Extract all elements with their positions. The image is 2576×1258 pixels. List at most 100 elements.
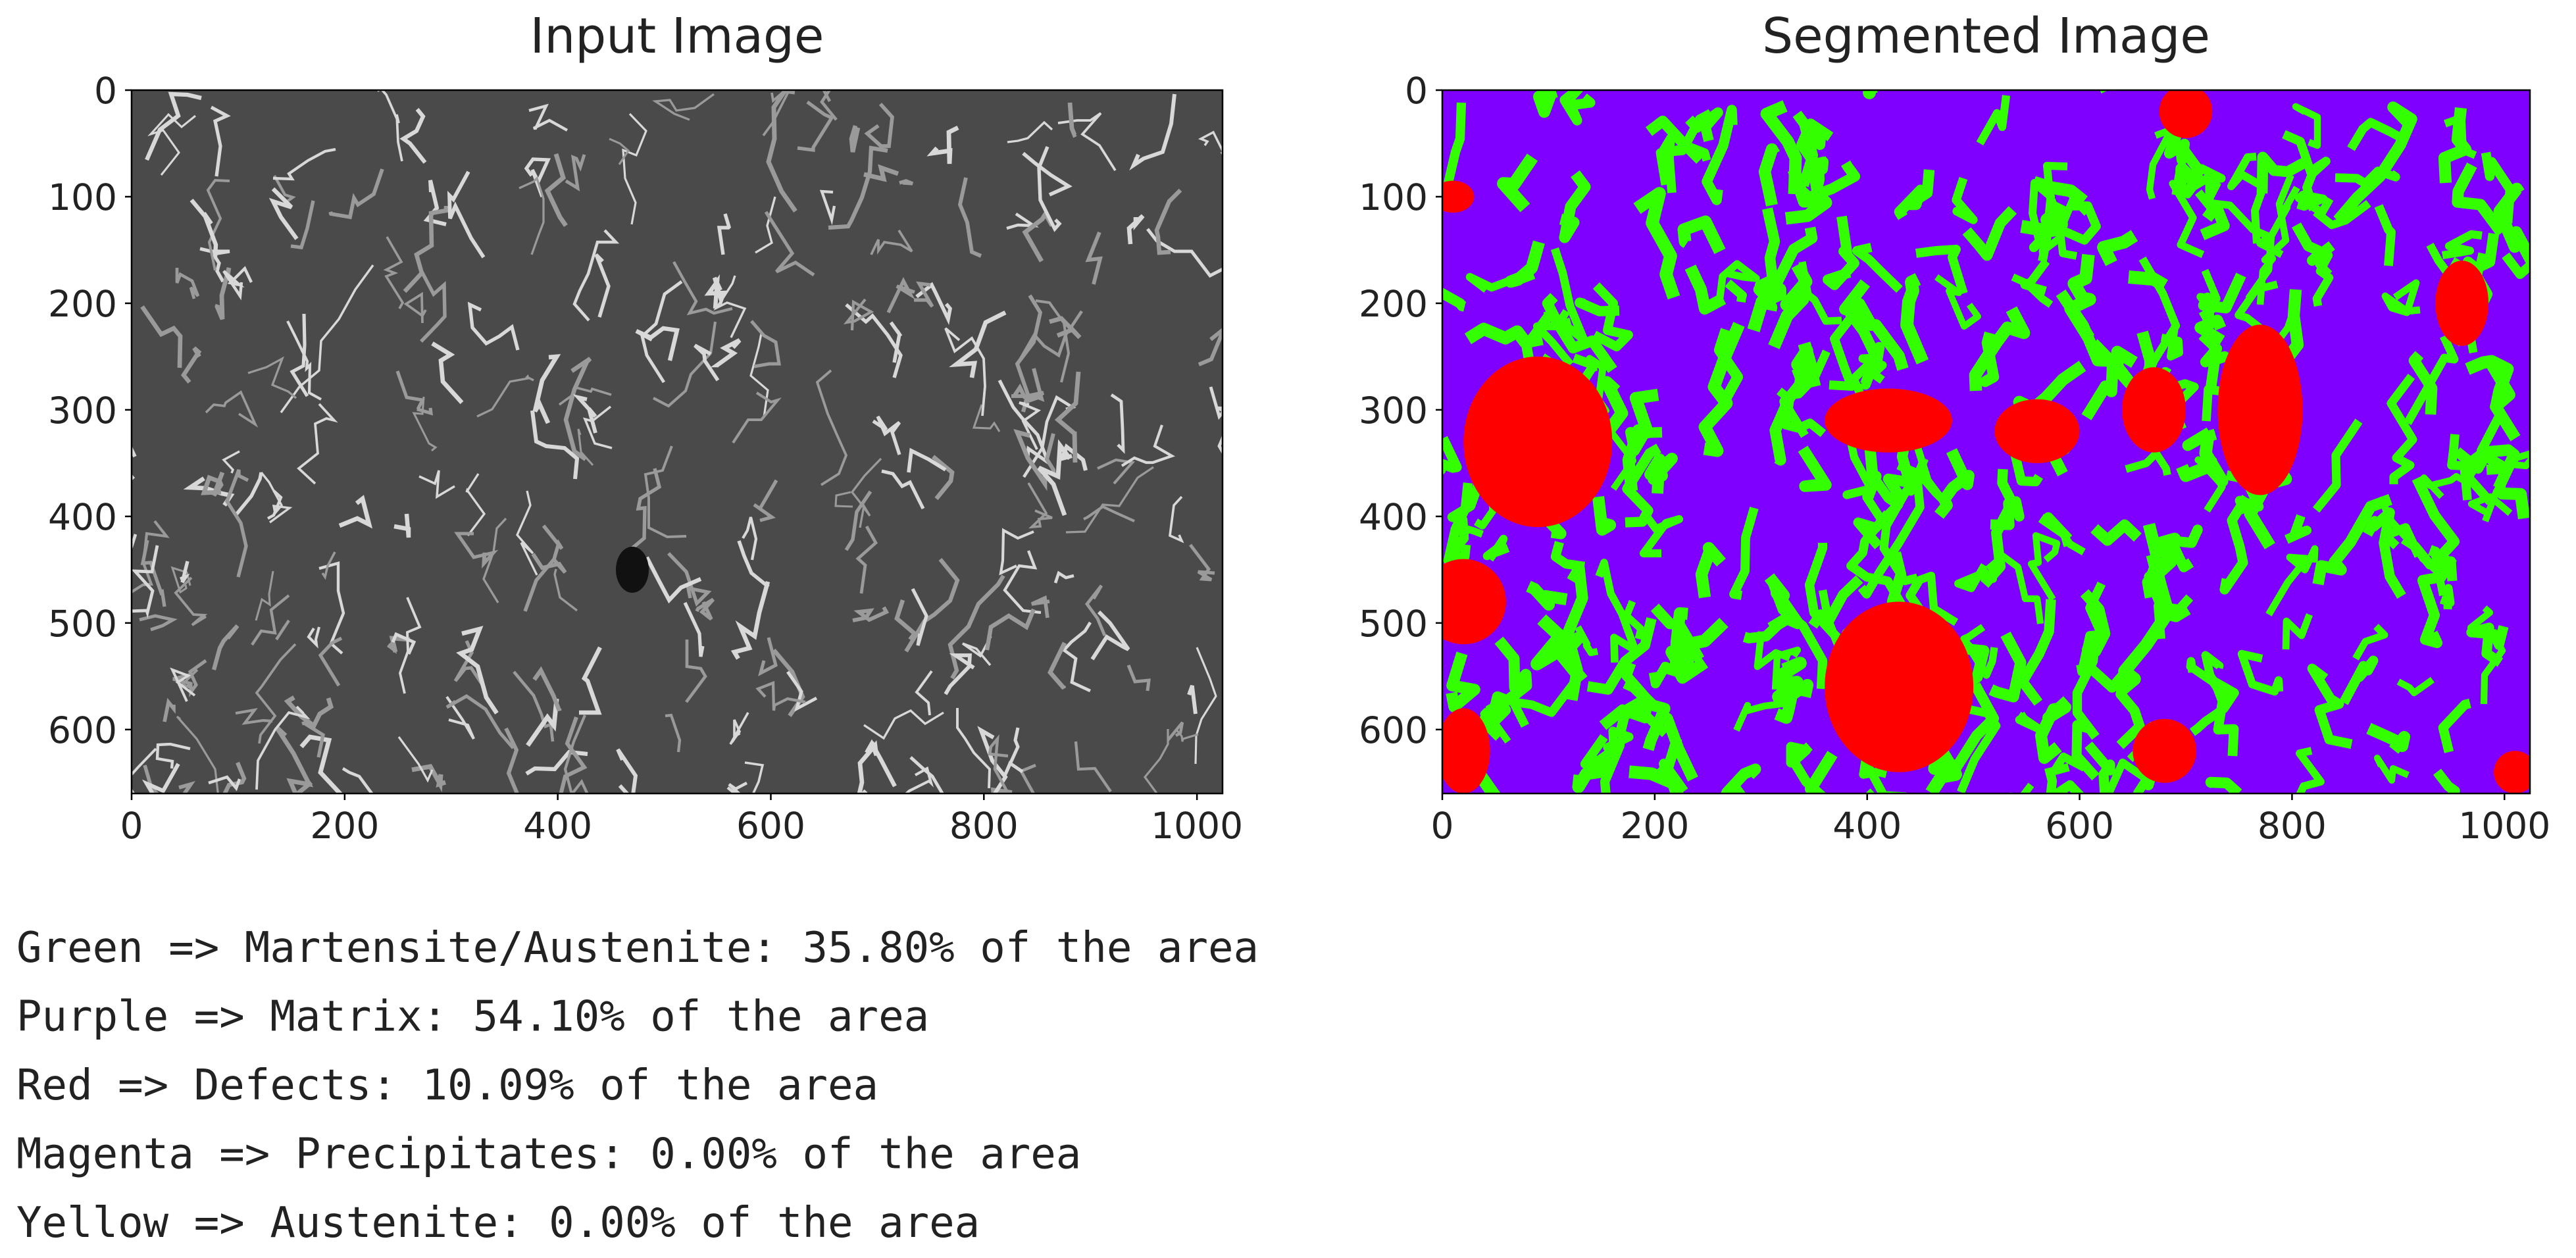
texture: [870, 230, 913, 255]
texture: [2312, 418, 2363, 513]
texture: [208, 775, 241, 792]
texture: [710, 338, 742, 368]
texture: [1934, 448, 1975, 519]
texture: [1792, 160, 1861, 203]
texture: [2347, 118, 2407, 151]
y-tick-label: 300: [48, 390, 117, 432]
texture: [2090, 519, 2142, 546]
texture: [141, 763, 180, 793]
x-tick-label: 800: [949, 805, 1019, 847]
texture: [251, 594, 290, 646]
texture: [255, 643, 297, 744]
texture: [1480, 691, 1511, 741]
texture: [750, 320, 781, 368]
texture: [1592, 495, 1617, 536]
texture: [730, 581, 770, 660]
texture: [532, 354, 561, 424]
texture: [2194, 314, 2227, 346]
texture: [1633, 187, 1680, 300]
texture: [1754, 207, 1780, 313]
y-tick-label: 100: [48, 176, 117, 218]
texture: [210, 105, 231, 177]
texture: [211, 624, 240, 670]
texture: [640, 280, 683, 384]
texture: [1645, 115, 1704, 164]
texture: [275, 619, 290, 641]
texture: [222, 761, 247, 793]
texture: [2256, 174, 2294, 305]
texture: [849, 125, 861, 153]
texture: [225, 469, 249, 578]
texture: [2029, 195, 2071, 253]
texture: [828, 145, 888, 230]
texture: [863, 709, 944, 740]
texture: [403, 291, 427, 324]
texture: [615, 546, 649, 593]
texture: [850, 457, 882, 528]
texture: [1979, 331, 2000, 388]
texture: [1194, 647, 1217, 765]
texture: [2171, 163, 2198, 197]
texture: [947, 574, 1005, 680]
texture: [1623, 678, 1671, 751]
texture: [2076, 582, 2106, 676]
texture: [2201, 667, 2239, 757]
texture: [2493, 182, 2530, 270]
texture: [1443, 482, 1473, 566]
texture: [758, 637, 778, 676]
texture: [280, 264, 374, 414]
texture: [694, 343, 720, 382]
output-line: Purple => Matrix: 54.10% of the area: [16, 993, 929, 1042]
texture: [260, 471, 293, 524]
texture: [1446, 651, 1480, 713]
axes-frame: [1441, 89, 2531, 795]
texture: [2282, 130, 2331, 211]
texture: [431, 341, 464, 405]
texture: [1442, 559, 1506, 645]
texture: [2438, 698, 2471, 753]
texture: [1863, 90, 1878, 99]
texture: [1189, 543, 1215, 582]
texture: [524, 157, 551, 197]
texture: [2088, 339, 2138, 390]
texture: [2034, 696, 2072, 765]
texture: [2159, 90, 2213, 138]
texture: [2333, 101, 2417, 224]
texture: [1595, 559, 1639, 663]
texture: [132, 520, 170, 594]
x-tick-label: 600: [736, 805, 805, 847]
texture: [1779, 397, 1827, 438]
x-tick-label: 200: [1620, 805, 1689, 847]
texture: [1729, 507, 1759, 600]
texture: [307, 626, 320, 649]
texture: [1057, 112, 1117, 172]
texture: [255, 705, 311, 790]
texture: [1143, 729, 1169, 793]
texture: [1019, 763, 1036, 793]
y-tick-label: 500: [48, 603, 117, 645]
texture: [1154, 188, 1182, 255]
texture: [732, 391, 782, 444]
texture: [1058, 443, 1088, 471]
texture: [572, 229, 620, 322]
texture: [704, 274, 727, 309]
texture: [753, 479, 778, 522]
texture: [1174, 728, 1199, 742]
texture: [2433, 768, 2460, 793]
texture: [318, 561, 345, 655]
texture: [1623, 599, 1645, 640]
texture: [1054, 371, 1081, 463]
texture: [683, 601, 705, 657]
texture: [579, 646, 602, 715]
texture: [1791, 341, 1817, 390]
texture: [518, 176, 545, 255]
texture: [1110, 393, 1125, 454]
texture: [834, 491, 853, 508]
texture: [1768, 262, 1813, 349]
texture: [2294, 190, 2334, 217]
texture: [1808, 575, 1863, 630]
texture: [1011, 294, 1043, 398]
texture: [2038, 512, 2073, 543]
texture: [2227, 152, 2268, 244]
texture: [2154, 594, 2194, 640]
